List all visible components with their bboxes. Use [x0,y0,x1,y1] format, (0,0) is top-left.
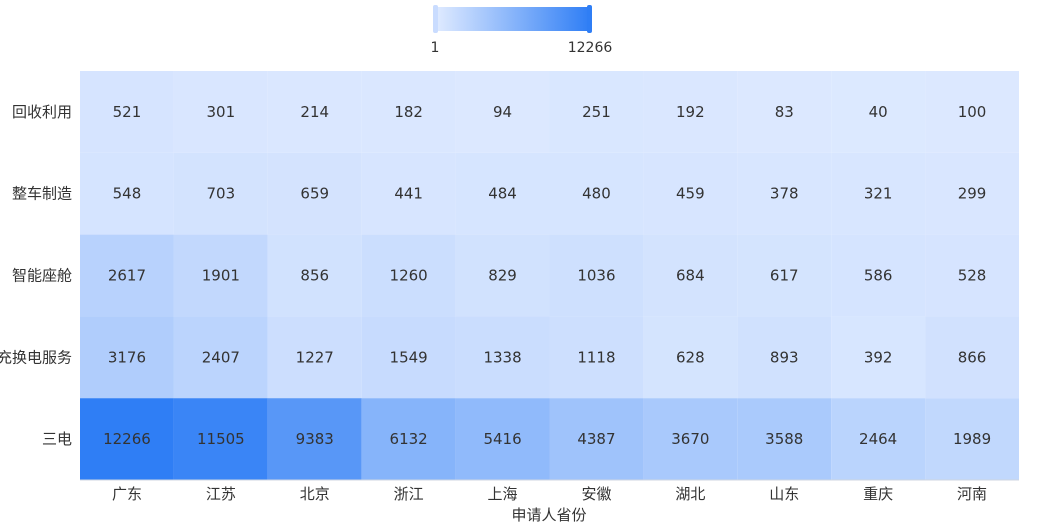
x-axis-tick-label: 江苏 [206,485,236,503]
heatmap-cell-value: 182 [394,103,423,121]
x-axis-tick-label: 广东 [112,485,142,503]
heatmap-cell-value: 628 [676,348,705,366]
heatmap-cell-value: 528 [958,267,987,285]
heatmap-cell-value: 459 [676,185,705,203]
heatmap-cell-value: 893 [770,348,799,366]
heatmap-cell-value: 856 [300,267,329,285]
color-legend-max-handle[interactable] [587,5,592,33]
heatmap-cell-value: 5416 [483,430,521,448]
heatmap-cell-value: 83 [775,103,794,121]
heatmap-cell-value: 4387 [577,430,615,448]
heatmap-cell-value: 214 [300,103,329,121]
heatmap-cell-value: 321 [864,185,893,203]
x-axis-tick-label: 北京 [300,485,330,503]
heatmap-cell-value: 12266 [103,430,151,448]
heatmap-cell-value: 441 [394,185,423,203]
color-legend-max-label: 12266 [568,40,613,56]
heatmap-cell-value: 378 [770,185,799,203]
heatmap-cell-value: 6132 [390,430,428,448]
heatmap-cell-value: 1901 [202,267,240,285]
heatmap-cell-value: 11505 [197,430,245,448]
y-axis-tick-label: 回收利用 [12,103,72,121]
heatmap-cell-value: 301 [207,103,236,121]
heatmap-cells: 521 301 214 182 94 251 192 83 40 100 548 703 659 441 4… [80,71,1019,480]
heatmap-cell-value: 2617 [108,267,146,285]
color-legend-bar [438,7,590,31]
heatmap-cell-value: 1549 [390,348,428,366]
y-axis-labels: 回收利用整车制造智能座舱充换电服务三电 [0,103,72,448]
heatmap-cell-value: 1036 [577,267,615,285]
heatmap-cell-value: 3670 [671,430,709,448]
heatmap-cell-value: 9383 [296,430,334,448]
x-axis-tick-label: 山东 [769,485,799,503]
heatmap-cell-value: 392 [864,348,893,366]
x-axis-tick-label: 安徽 [581,485,611,503]
heatmap-cell-value: 1989 [953,430,991,448]
heatmap-cell-value: 192 [676,103,705,121]
heatmap-cell-value: 251 [582,103,611,121]
y-axis-tick-label: 充换电服务 [0,348,72,366]
heatmap-cell-value: 480 [582,185,611,203]
heatmap-cell-value: 2407 [202,348,240,366]
heatmap-cell-value: 2464 [859,430,897,448]
heatmap-cell-value: 1118 [577,348,615,366]
x-axis-tick-label: 湖北 [675,485,705,503]
heatmap-cell-value: 586 [864,267,893,285]
heatmap-cell-value: 866 [958,348,987,366]
color-legend-min-label: 1 [431,40,440,56]
heatmap-cell-value: 1338 [483,348,521,366]
heatmap-cell-value: 94 [493,103,512,121]
x-axis-tick-label: 浙江 [394,485,424,503]
heatmap-cell-value: 829 [488,267,517,285]
x-axis-labels: 广东 江苏 北京 浙江 上海 安徽 湖北 山东 重庆 河南 [112,485,987,503]
heatmap-cell-value: 40 [869,103,888,121]
heatmap-cell-value: 1260 [390,267,428,285]
heatmap-cell-value: 703 [207,185,236,203]
heatmap-cell-value: 484 [488,185,517,203]
color-legend: 1 12266 [431,5,613,56]
heatmap-cell-value: 548 [113,185,142,203]
y-axis-tick-label: 整车制造 [12,185,72,203]
heatmap-cell-value: 521 [113,103,142,121]
x-axis-tick-label: 重庆 [863,485,893,503]
heatmap-cell-value: 684 [676,267,705,285]
heatmap-cell-value: 100 [958,103,987,121]
x-axis-title: 申请人省份 [511,506,586,524]
heatmap-cell-value: 3588 [765,430,803,448]
color-legend-min-handle[interactable] [433,5,438,33]
heatmap-cell-value: 3176 [108,348,146,366]
x-axis-tick-label: 上海 [488,485,518,503]
y-axis-tick-label: 智能座舱 [12,267,72,285]
heatmap-cell-value: 659 [300,185,329,203]
y-axis-tick-label: 三电 [42,430,72,448]
heatmap-cell-value: 1227 [296,348,334,366]
heatmap-cell-value: 617 [770,267,799,285]
x-axis-tick-label: 河南 [957,485,987,503]
heatmap-cell-value: 299 [958,185,987,203]
